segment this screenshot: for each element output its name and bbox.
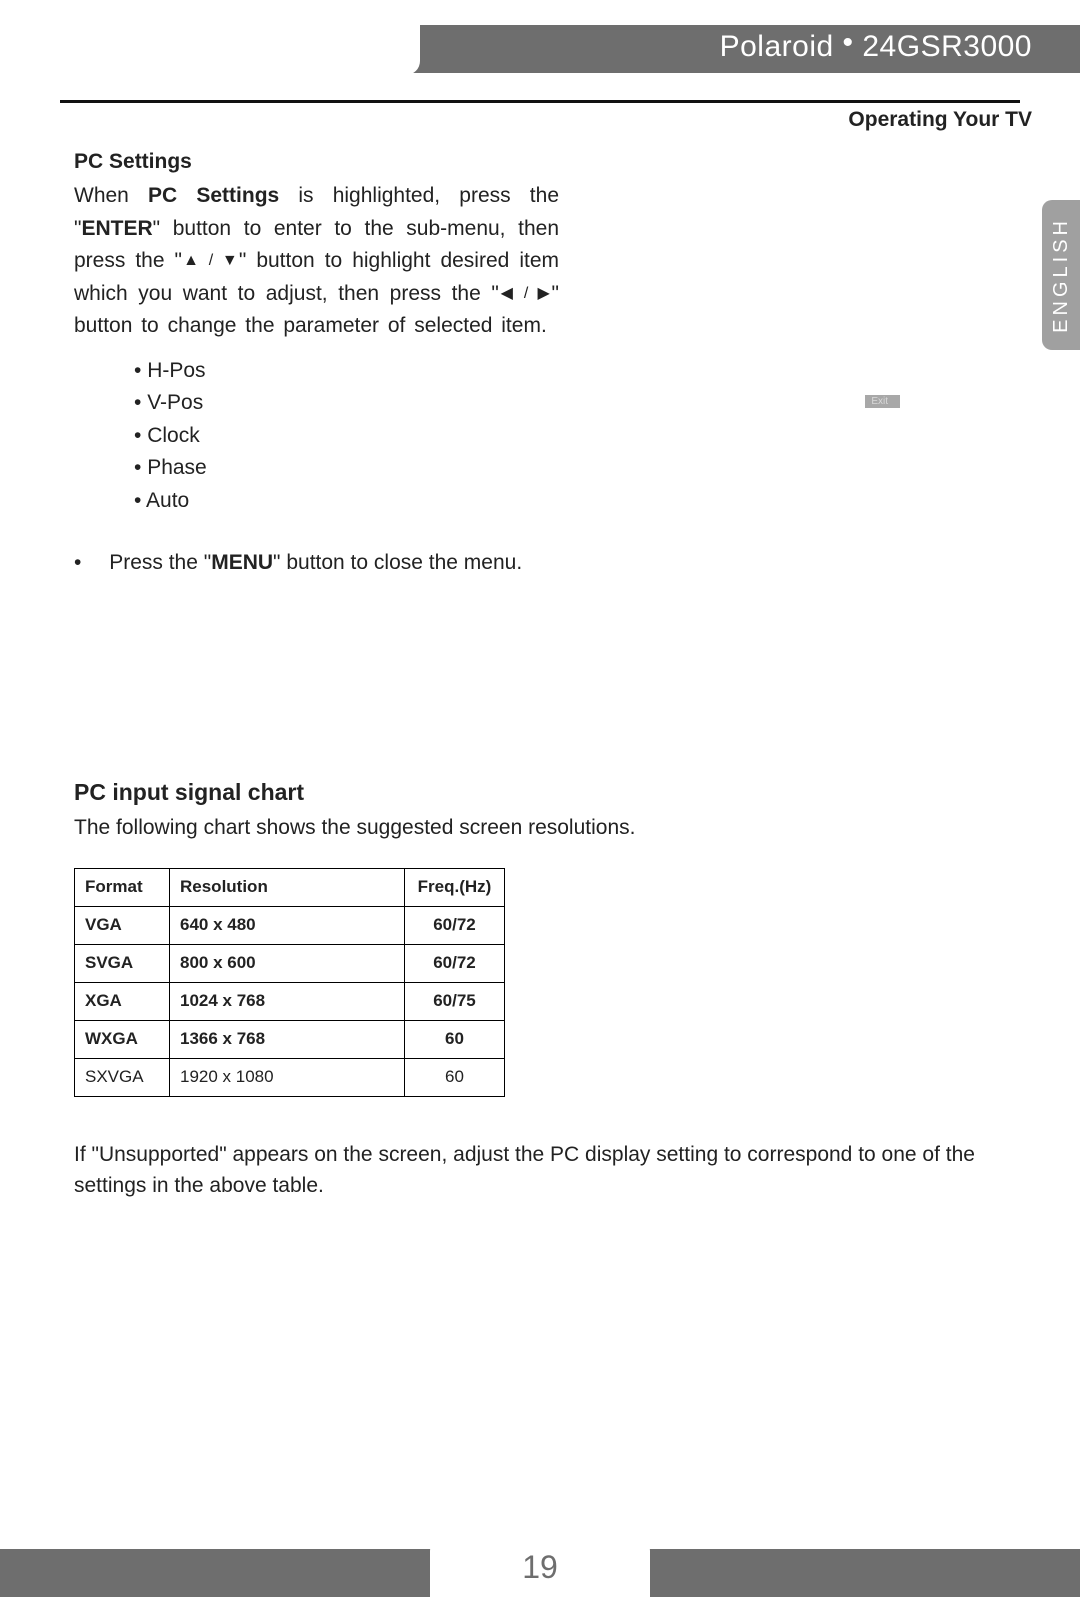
list-item: Phase	[134, 452, 559, 485]
text-bold: ENTER	[81, 217, 152, 240]
table-row: SXVGA 1920 x 1080 60	[75, 1058, 505, 1096]
table-row: SVGA 800 x 600 60/72	[75, 944, 505, 982]
brand-title: Polaroid • 24GSR3000	[720, 30, 1032, 64]
cell-freq: 60/75	[405, 982, 505, 1020]
chart-intro: The following chart shows the suggested …	[74, 816, 1004, 840]
table-row: WXGA 1366 x 768 60	[75, 1020, 505, 1058]
list-item: Clock	[134, 420, 559, 453]
table-header-row: Format Resolution Freq.(Hz)	[75, 868, 505, 906]
exit-label: Exit	[865, 395, 900, 408]
brand-dot-icon: •	[843, 26, 863, 59]
cell-freq: 60	[405, 1058, 505, 1096]
cell-resolution: 800 x 600	[170, 944, 405, 982]
page-number-tab: 19	[430, 1537, 650, 1597]
table-row: XGA 1024 x 768 60/75	[75, 982, 505, 1020]
list-item: H-Pos	[134, 355, 559, 388]
cell-freq: 60/72	[405, 906, 505, 944]
footnote: If "Unsupported" appears on the screen, …	[74, 1139, 994, 1202]
signal-chart-table: Format Resolution Freq.(Hz) VGA 640 x 48…	[74, 868, 505, 1097]
col-freq: Freq.(Hz)	[405, 868, 505, 906]
chart-heading: PC input signal chart	[74, 779, 1004, 806]
text-bold: MENU	[211, 551, 273, 574]
page-number: 19	[522, 1549, 558, 1586]
list-item: Auto	[134, 485, 559, 518]
text: Press the "	[109, 551, 211, 574]
language-tab-label: ENGLISH	[1050, 217, 1073, 333]
model-number: 24GSR3000	[862, 30, 1032, 63]
cell-format: SXVGA	[75, 1058, 170, 1096]
up-down-arrow-icon: ▲ / ▼	[182, 252, 239, 269]
pc-settings-heading: PC Settings	[74, 150, 559, 174]
text: " button to close the menu.	[273, 551, 522, 574]
menu-close-line: Press the "MENU" button to close the men…	[74, 547, 559, 579]
header-divider	[60, 100, 1020, 103]
cell-resolution: 1024 x 768	[170, 982, 405, 1020]
cell-format: WXGA	[75, 1020, 170, 1058]
cell-format: SVGA	[75, 944, 170, 982]
brand-name: Polaroid	[720, 30, 834, 63]
header-white-tab	[0, 0, 420, 75]
pc-settings-paragraph: When PC Settings is highlighted, press t…	[74, 180, 559, 343]
col-resolution: Resolution	[170, 868, 405, 906]
language-tab: ENGLISH	[1042, 200, 1080, 350]
cell-format: VGA	[75, 906, 170, 944]
pc-settings-bullets: H-Pos V-Pos Clock Phase Auto	[134, 355, 559, 518]
cell-format: XGA	[75, 982, 170, 1020]
page-content: PC Settings When PC Settings is highligh…	[74, 150, 1004, 1202]
cell-freq: 60/72	[405, 944, 505, 982]
text-bold: PC Settings	[148, 184, 279, 207]
cell-resolution: 1366 x 768	[170, 1020, 405, 1058]
cell-resolution: 640 x 480	[170, 906, 405, 944]
cell-freq: 60	[405, 1020, 505, 1058]
section-label: Operating Your TV	[848, 108, 1032, 132]
text: When	[74, 184, 148, 207]
left-right-arrow-icon: ◀ / ▶	[499, 285, 552, 302]
col-format: Format	[75, 868, 170, 906]
list-item: V-Pos	[134, 387, 559, 420]
pc-settings-block: PC Settings When PC Settings is highligh…	[74, 150, 559, 579]
table-row: VGA 640 x 480 60/72	[75, 906, 505, 944]
cell-resolution: 1920 x 1080	[170, 1058, 405, 1096]
